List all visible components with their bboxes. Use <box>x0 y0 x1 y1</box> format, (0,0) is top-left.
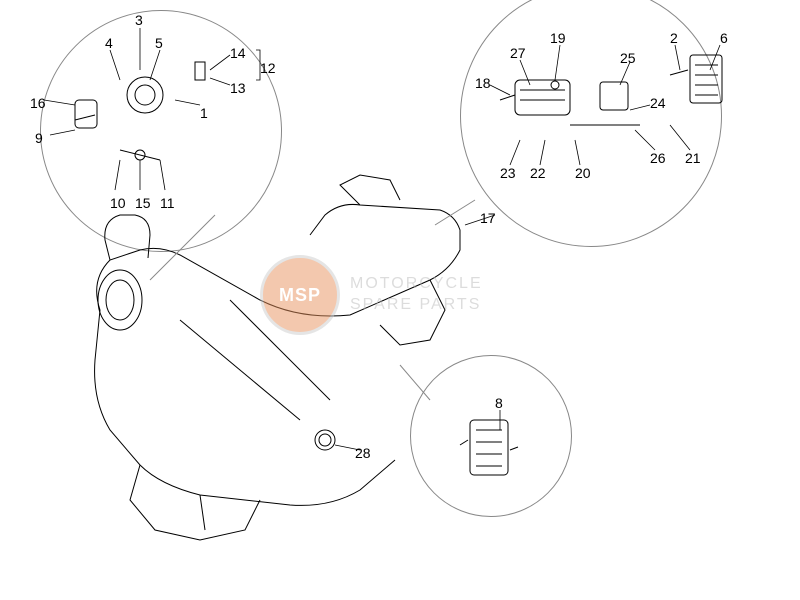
callout-27: 27 <box>510 45 526 61</box>
callout-14: 14 <box>230 45 246 61</box>
watermark-text: MOTORCYCLE SPARE PARTS <box>350 274 483 316</box>
callout-25: 25 <box>620 50 636 66</box>
diagram-container: 3451412131169101511271925261824262123222… <box>0 0 800 600</box>
callout-12: 12 <box>260 60 276 76</box>
callout-17: 17 <box>480 210 496 226</box>
callout-23: 23 <box>500 165 516 181</box>
callout-22: 22 <box>530 165 546 181</box>
callout-19: 19 <box>550 30 566 46</box>
watermark-badge-text: MSP <box>279 285 321 306</box>
callout-15: 15 <box>135 195 151 211</box>
callout-9: 9 <box>35 130 43 146</box>
callout-16: 16 <box>30 95 46 111</box>
callout-20: 20 <box>575 165 591 181</box>
watermark-badge: MSP <box>260 255 340 335</box>
callout-6: 6 <box>720 30 728 46</box>
callout-11: 11 <box>160 195 175 211</box>
callout-28: 28 <box>355 445 371 461</box>
callout-18: 18 <box>475 75 491 91</box>
watermark-line1: MOTORCYCLE <box>350 274 483 295</box>
callout-5: 5 <box>155 35 163 51</box>
callout-21: 21 <box>685 150 701 166</box>
callout-4: 4 <box>105 35 113 51</box>
callout-10: 10 <box>110 195 126 211</box>
watermark-line2: SPARE PARTS <box>350 295 483 316</box>
callout-2: 2 <box>670 30 678 46</box>
callout-24: 24 <box>650 95 666 111</box>
callout-26: 26 <box>650 150 666 166</box>
callout-1: 1 <box>200 105 208 121</box>
watermark: MSP MOTORCYCLE SPARE PARTS <box>260 250 540 340</box>
callout-8: 8 <box>495 395 503 411</box>
callout-13: 13 <box>230 80 246 96</box>
callout-3: 3 <box>135 12 143 28</box>
